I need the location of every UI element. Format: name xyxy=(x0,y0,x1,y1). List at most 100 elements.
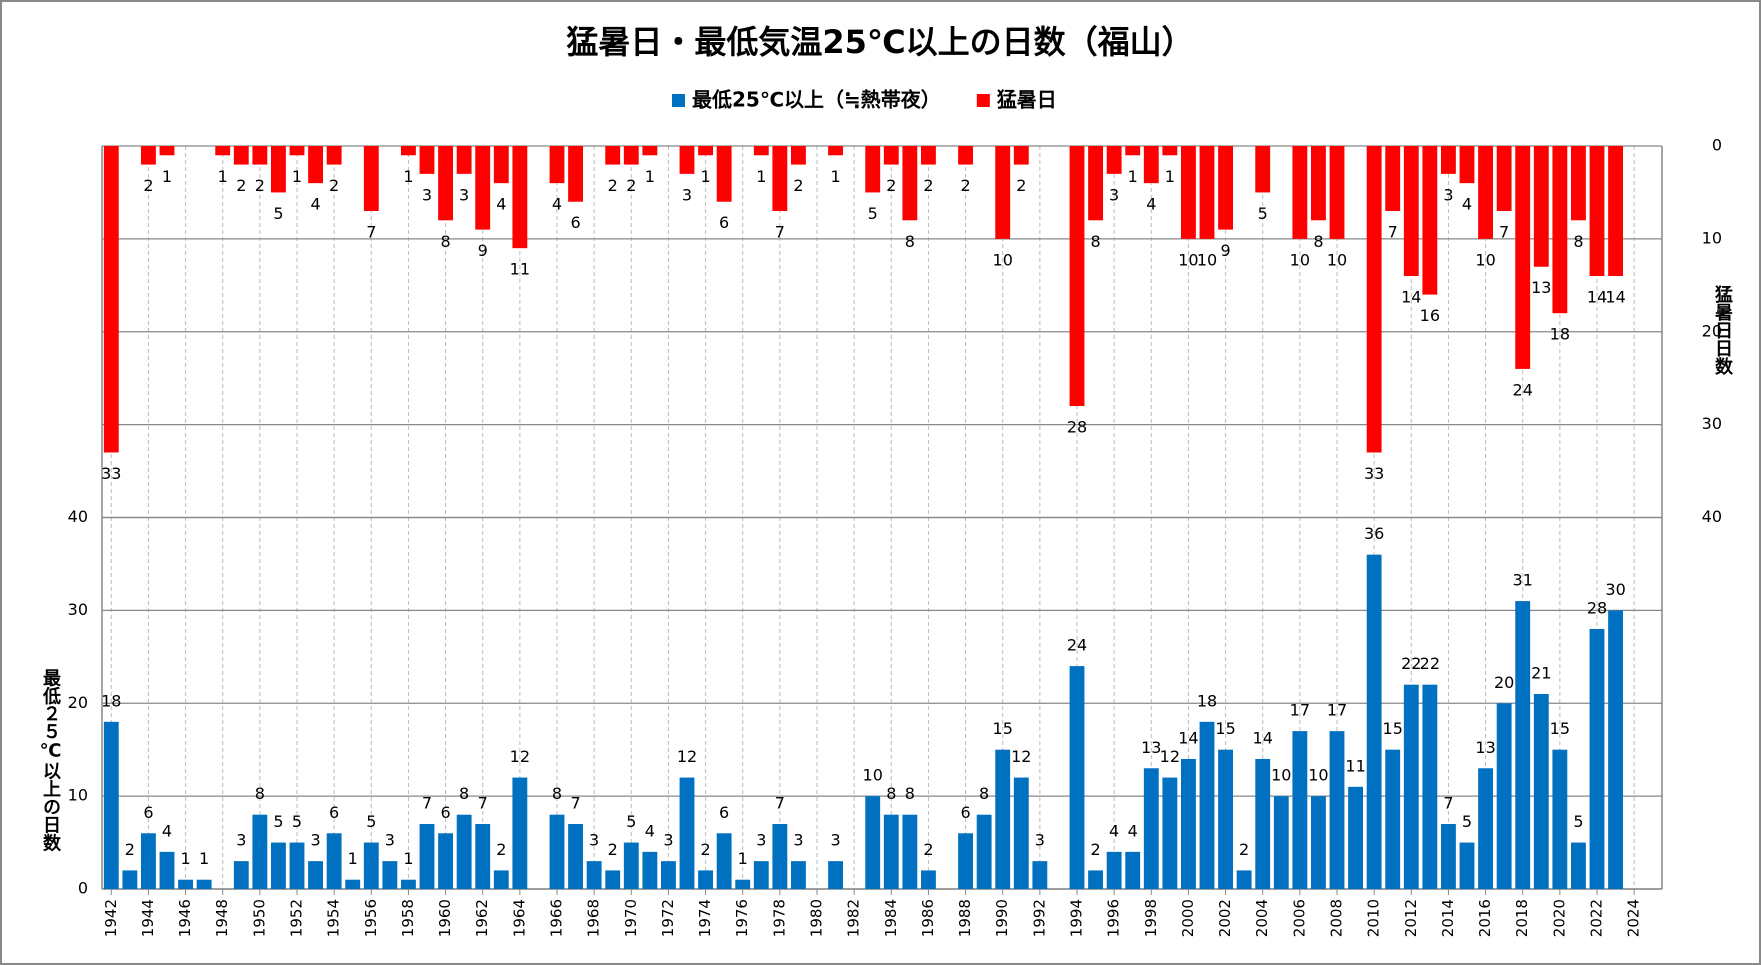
bar xyxy=(233,861,249,889)
bar xyxy=(1069,666,1085,889)
bar xyxy=(475,146,491,230)
y-tick-label: 10 xyxy=(68,786,88,805)
x-tick-label: 1996 xyxy=(1105,899,1123,937)
data-label: 2 xyxy=(1239,840,1249,859)
bar xyxy=(976,814,992,889)
data-label: 3 xyxy=(1035,831,1045,850)
x-tick-label: 1948 xyxy=(213,899,231,937)
bar xyxy=(178,879,193,889)
bar xyxy=(642,146,658,156)
data-label: 8 xyxy=(886,784,896,803)
x-tick-label: 1998 xyxy=(1142,899,1160,937)
data-label: 5 xyxy=(273,204,283,223)
data-label: 8 xyxy=(979,784,989,803)
data-label: 7 xyxy=(775,793,785,812)
x-tick-label: 1964 xyxy=(510,899,528,937)
data-label: 4 xyxy=(645,821,655,840)
bar xyxy=(419,146,435,174)
data-label: 22 xyxy=(1420,654,1440,673)
bar xyxy=(1181,146,1196,239)
bar xyxy=(865,146,881,193)
data-label: 1 xyxy=(1128,167,1138,186)
data-label: 7 xyxy=(366,223,376,242)
y-tick-label: 20 xyxy=(68,693,88,712)
data-label: 15 xyxy=(993,719,1013,738)
bar xyxy=(1329,146,1345,239)
data-label: 10 xyxy=(1327,250,1347,269)
data-label: 18 xyxy=(101,691,121,710)
bar xyxy=(1125,851,1141,889)
bar xyxy=(159,146,175,156)
bar xyxy=(308,861,323,889)
data-label: 2 xyxy=(608,176,618,195)
bar xyxy=(865,796,881,889)
bar xyxy=(1125,146,1141,156)
bar xyxy=(1088,146,1103,221)
data-label: 10 xyxy=(1290,250,1310,269)
bar xyxy=(902,814,918,889)
data-label: 4 xyxy=(310,195,320,214)
bar xyxy=(883,146,899,165)
bar xyxy=(1255,758,1271,889)
x-tick-label: 1956 xyxy=(362,899,380,937)
bar xyxy=(772,146,788,212)
x-tick-label: 2018 xyxy=(1513,899,1531,937)
bar xyxy=(623,842,639,889)
x-tick-label: 1954 xyxy=(325,899,343,937)
bar xyxy=(289,842,305,889)
data-label: 1 xyxy=(218,167,228,186)
x-tick-label: 1970 xyxy=(622,899,640,937)
bar xyxy=(828,146,843,156)
data-label: 5 xyxy=(292,812,302,831)
data-label: 3 xyxy=(793,831,803,850)
data-label: 1 xyxy=(1165,167,1175,186)
x-tick-label: 2020 xyxy=(1550,899,1568,937)
data-label: 8 xyxy=(905,784,915,803)
bar xyxy=(679,777,695,889)
data-label: 6 xyxy=(143,803,153,822)
data-label: 7 xyxy=(422,793,432,812)
bar xyxy=(1459,842,1475,889)
bar xyxy=(1236,870,1252,889)
bar xyxy=(271,842,286,889)
x-tick-label: 1986 xyxy=(919,899,937,937)
bar xyxy=(438,833,453,889)
bar xyxy=(196,879,212,889)
bar xyxy=(1533,693,1549,889)
data-label: 13 xyxy=(1531,278,1551,297)
bar xyxy=(1143,768,1159,889)
bar xyxy=(475,823,491,889)
x-tick-label: 1994 xyxy=(1068,899,1086,937)
data-label: 3 xyxy=(589,831,599,850)
bar xyxy=(159,851,175,889)
x-tick-label: 2008 xyxy=(1328,899,1346,937)
bar xyxy=(735,879,751,889)
bar xyxy=(1441,146,1456,174)
data-label: 7 xyxy=(775,223,785,242)
bar xyxy=(438,146,453,221)
data-label: 6 xyxy=(440,803,450,822)
data-label: 12 xyxy=(1160,747,1180,766)
bar xyxy=(661,861,676,889)
data-label: 4 xyxy=(1128,821,1138,840)
bar xyxy=(345,879,361,889)
data-label: 31 xyxy=(1513,571,1533,590)
y-axis-title: 最低２５℃以上の日数 xyxy=(40,668,62,852)
y-tick-label: 40 xyxy=(68,507,88,526)
x-tick-label: 2000 xyxy=(1179,899,1197,937)
data-label: 10 xyxy=(1178,250,1198,269)
data-label: 8 xyxy=(440,232,450,251)
bar xyxy=(512,777,528,889)
bar xyxy=(271,146,286,193)
bar xyxy=(419,823,435,889)
bar xyxy=(1478,146,1493,239)
bar xyxy=(1348,786,1363,889)
data-label: 2 xyxy=(143,176,153,195)
data-label: 9 xyxy=(478,241,488,260)
data-label: 10 xyxy=(993,250,1013,269)
bar xyxy=(902,146,918,221)
bar xyxy=(1143,146,1159,184)
data-label: 14 xyxy=(1178,728,1198,747)
data-label: 2 xyxy=(496,840,506,859)
